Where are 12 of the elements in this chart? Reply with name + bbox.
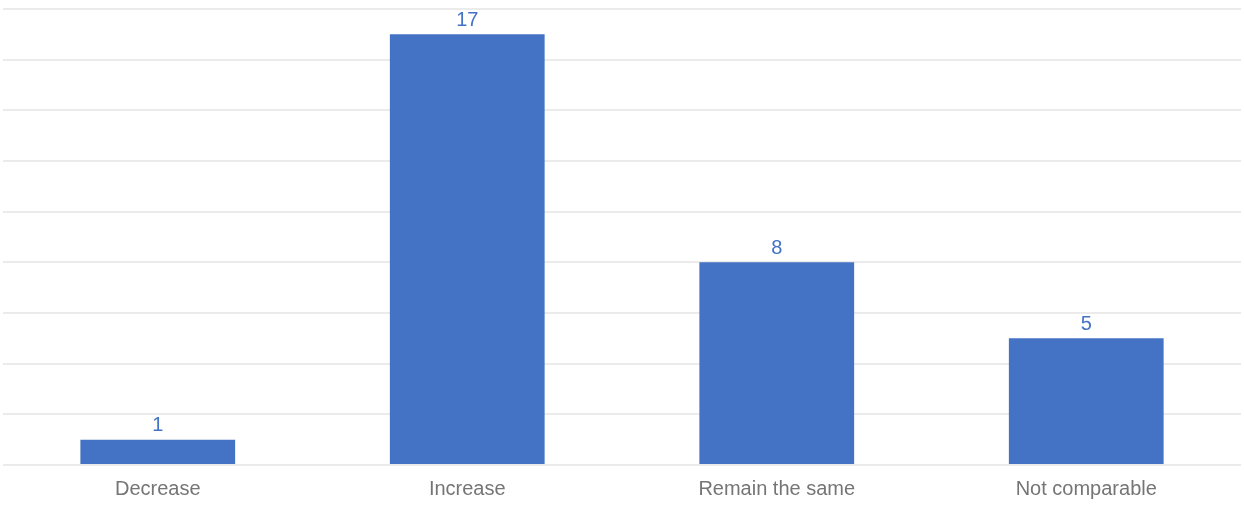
data-label: 8: [771, 235, 783, 258]
bar: [1008, 338, 1164, 464]
data-label: 17: [456, 7, 479, 30]
bar: [699, 262, 855, 464]
x-tick-label: Not comparable: [1015, 476, 1157, 499]
x-tick-label: Decrease: [114, 476, 201, 499]
data-label: 1: [152, 413, 164, 436]
bar: [80, 439, 236, 464]
x-tick-label: Increase: [428, 476, 506, 499]
data-label: 5: [1080, 311, 1092, 334]
bar: [389, 34, 545, 464]
x-tick-label: Remain the same: [698, 476, 856, 499]
